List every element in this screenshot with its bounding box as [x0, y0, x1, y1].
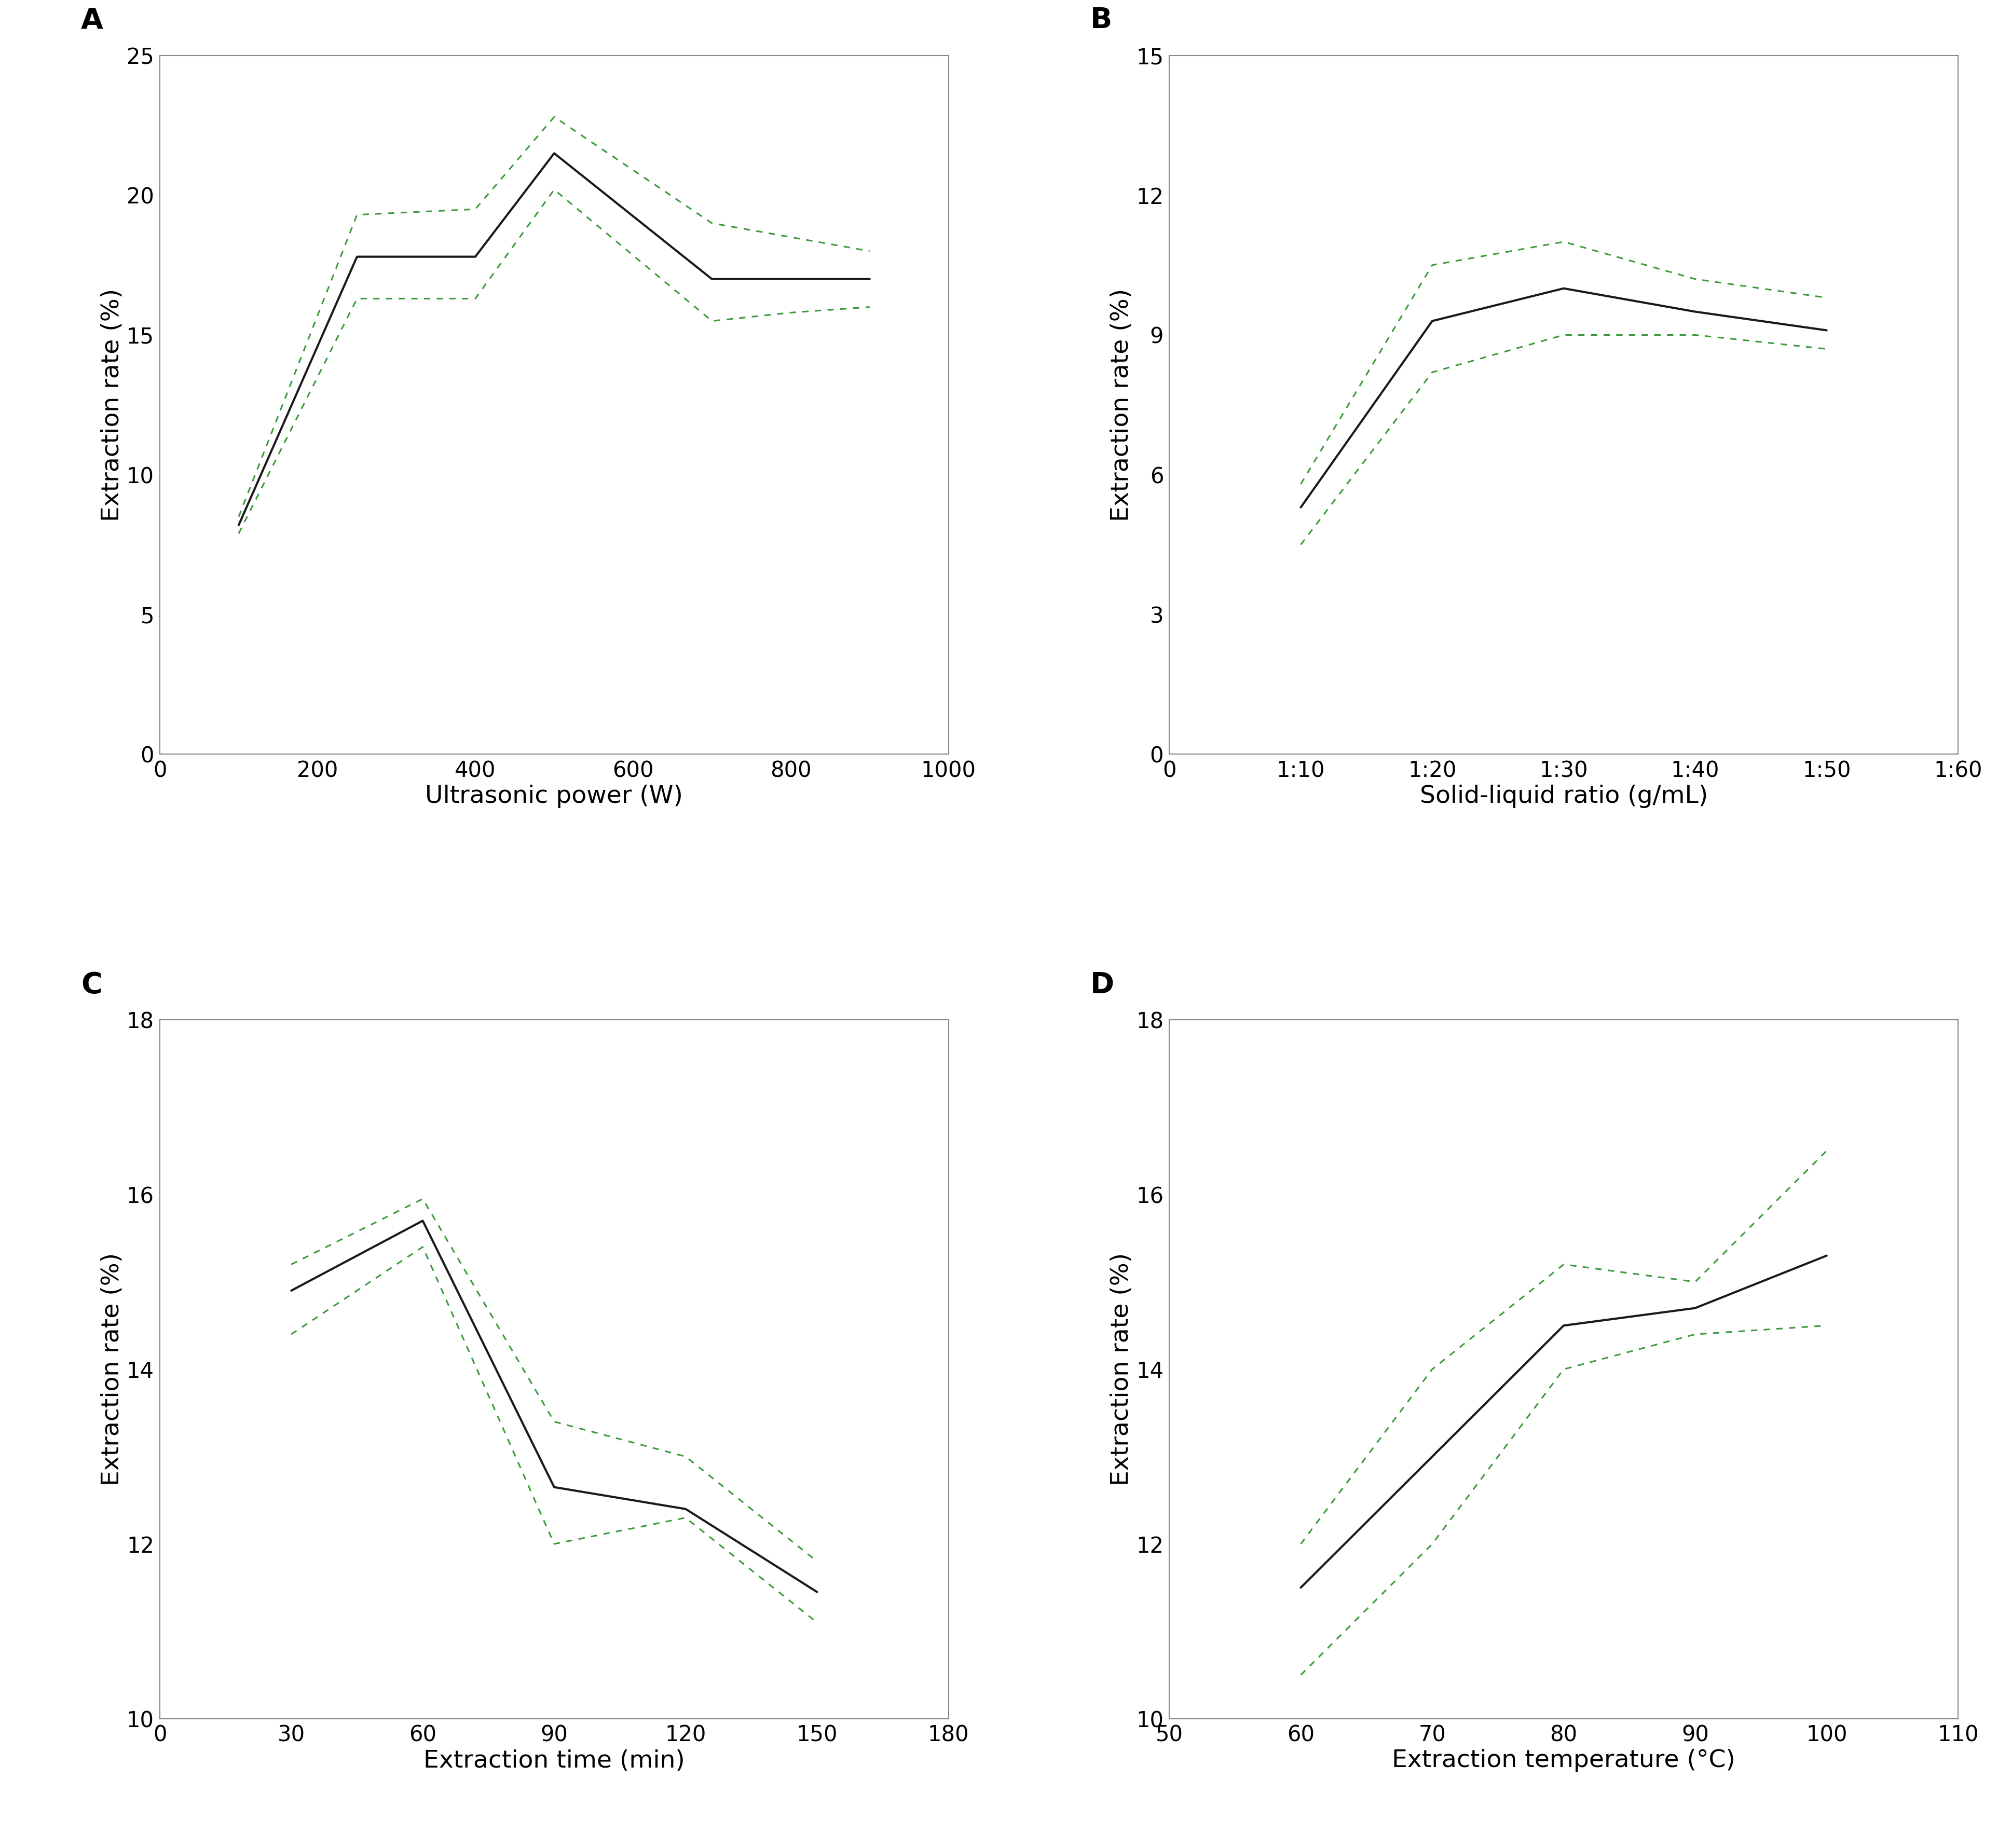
Y-axis label: Extraction rate (%): Extraction rate (%) — [100, 1253, 124, 1486]
Text: D: D — [1091, 970, 1115, 1000]
Y-axis label: Extraction rate (%): Extraction rate (%) — [1109, 1253, 1133, 1486]
X-axis label: Extraction temperature (°C): Extraction temperature (°C) — [1393, 1748, 1736, 1772]
X-axis label: Extraction time (min): Extraction time (min) — [424, 1748, 685, 1772]
Y-axis label: Extraction rate (%): Extraction rate (%) — [100, 288, 124, 521]
Text: C: C — [82, 970, 102, 1000]
Text: B: B — [1091, 6, 1113, 35]
Text: A: A — [82, 6, 104, 35]
X-axis label: Solid-liquid ratio (g/mL): Solid-liquid ratio (g/mL) — [1421, 785, 1708, 808]
X-axis label: Ultrasonic power (W): Ultrasonic power (W) — [426, 785, 683, 808]
Y-axis label: Extraction rate (%): Extraction rate (%) — [1109, 288, 1133, 521]
